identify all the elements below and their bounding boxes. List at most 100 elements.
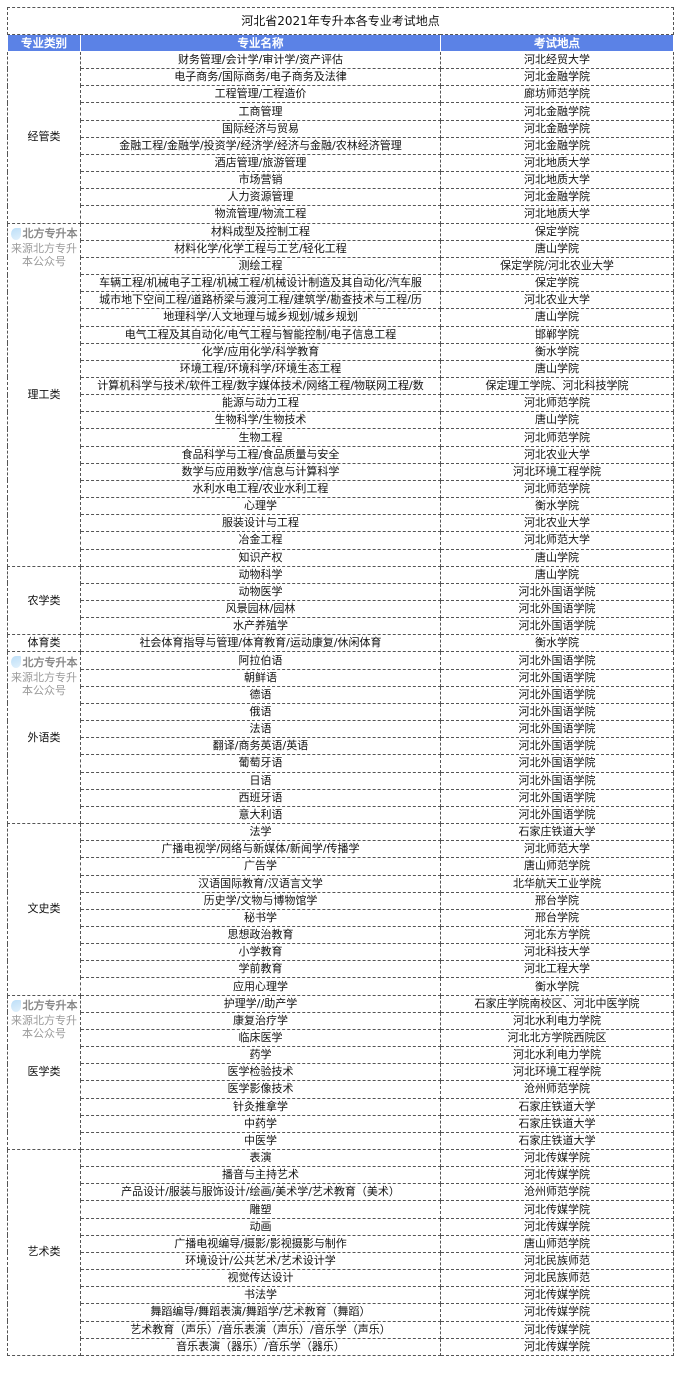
location-cell: 唐山学院 xyxy=(440,411,674,430)
location-cell: 保定学院/河北农业大学 xyxy=(440,256,674,276)
location-cell: 北华航天工业学院 xyxy=(440,874,674,893)
table-row: 康复治疗学 河北水利电力学院 xyxy=(8,1011,674,1030)
location-cell: 河北经贸大学 xyxy=(440,50,674,70)
major-cell: 电子商务/国际商务/电子商务及法律 xyxy=(80,68,441,87)
location-cell: 河北外国语学院 xyxy=(440,788,674,807)
location-cell: 唐山学院 xyxy=(440,308,674,327)
location-cell: 唐山学院 xyxy=(440,359,674,378)
location-cell: 唐山学院 xyxy=(440,239,674,258)
major-cell: 人力资源管理 xyxy=(80,188,441,207)
table-row: 翻译/商务英语/英语 河北外国语学院 xyxy=(8,737,674,756)
location-cell: 河北外国语学院 xyxy=(440,720,674,739)
watermark-source: 来源北方专升本公众号 xyxy=(11,242,77,269)
table-row: 物流管理/物流工程 河北地质大学 xyxy=(8,205,674,224)
major-cell: 日语 xyxy=(80,771,441,790)
major-cell: 舞蹈编导/舞蹈表演/舞蹈学/艺术教育（舞蹈） xyxy=(80,1303,441,1322)
table-row: 临床医学 河北北方学院西院区 xyxy=(8,1028,674,1048)
table-row: 视觉传达设计 河北民族师范 xyxy=(8,1269,674,1288)
table-row: 德语 河北外国语学院 xyxy=(8,685,674,704)
title-row: 河北省2021年专升本各专业考试地点 xyxy=(7,7,674,35)
location-cell: 河北外国语学院 xyxy=(440,805,674,825)
major-cell: 测绘工程 xyxy=(80,256,441,276)
location-cell: 衡水学院 xyxy=(440,342,674,361)
table-row: 意大利语 河北外国语学院 xyxy=(8,805,674,825)
table-row: 学前教育 河北工程大学 xyxy=(8,960,674,979)
table-row: 经管类 财务管理/会计学/审计学/资产评估 河北经贸大学 xyxy=(7,50,674,224)
location-cell: 河北金融学院 xyxy=(440,136,674,155)
table-row: 测绘工程 保定学院/河北农业大学 xyxy=(8,256,674,276)
location-cell: 河北外国语学院 xyxy=(440,737,674,756)
table-row: 车辆工程/机械电子工程/机械工程/机械设计制造及其自动化/汽车服 保定学院 xyxy=(8,274,674,293)
location-cell: 河北金融学院 xyxy=(440,119,674,138)
major-cell: 金融工程/金融学/投资学/经济学/经济与金融/农林经济管理 xyxy=(80,136,441,155)
location-cell: 河北地质大学 xyxy=(440,171,674,190)
location-cell: 河北北方学院西院区 xyxy=(440,1028,674,1048)
major-cell: 意大利语 xyxy=(80,805,441,825)
location-cell: 河北师范学院 xyxy=(440,428,674,447)
major-cell: 广播电视学/网络与新媒体/新闻学/传播学 xyxy=(80,840,441,859)
table-row: 艺术教育（声乐）/音乐表演（声乐）/音乐学（声乐） 河北传媒学院 xyxy=(8,1320,674,1339)
location-cell: 河北农业大学 xyxy=(440,514,674,533)
table-row: 人力资源管理 河北金融学院 xyxy=(8,188,674,207)
location-cell: 衡水学院 xyxy=(440,497,674,516)
major-cell: 雕塑 xyxy=(80,1200,441,1219)
table-row: 俄语 河北外国语学院 xyxy=(8,702,674,722)
table-row: 知识产权 唐山学院 xyxy=(8,548,674,567)
table-row: 电子商务/国际商务/电子商务及法律 河北金融学院 xyxy=(8,68,674,87)
location-cell: 河北传媒学院 xyxy=(440,1166,674,1185)
table-row: 电气工程及其自动化/电气工程与智能控制/电子信息工程 邯郸学院 xyxy=(8,325,674,344)
major-cell: 服装设计与工程 xyxy=(80,514,441,533)
major-cell: 工商管理 xyxy=(80,102,441,121)
major-cell: 汉语国际教育/汉语言文学 xyxy=(80,874,441,893)
major-cell: 广告学 xyxy=(80,857,441,876)
table-row: 生物工程 河北师范学院 xyxy=(8,428,674,447)
location-cell: 邢台学院 xyxy=(440,908,674,927)
major-cell: 药学 xyxy=(80,1046,441,1065)
major-cell: 市场营销 xyxy=(80,171,441,190)
major-cell: 环境设计/公共艺术/艺术设计学 xyxy=(80,1251,441,1271)
table-row: 食品科学与工程/食品质量与安全 河北农业大学 xyxy=(8,445,674,464)
table-row: 服装设计与工程 河北农业大学 xyxy=(8,514,674,533)
major-cell: 广播电视编导/摄影/影视摄影与制作 xyxy=(80,1234,441,1253)
major-cell: 酒店管理/旅游管理 xyxy=(80,153,441,173)
major-cell: 产品设计/服装与服饰设计/绘画/美术学/艺术教育（美术） xyxy=(80,1183,441,1202)
location-cell: 河北师范大学 xyxy=(440,531,674,550)
major-cell: 材料化学/化学工程与工艺/轻化工程 xyxy=(80,239,441,258)
location-cell: 唐山师范学院 xyxy=(440,857,674,876)
table-row: 应用心理学 衡水学院 xyxy=(8,977,674,996)
major-cell: 水产养殖学 xyxy=(80,617,441,636)
major-cell: 中医学 xyxy=(80,1131,441,1151)
category-cell: 体育类 xyxy=(7,634,81,653)
table-row: 医学影像技术 沧州师范学院 xyxy=(8,1080,674,1099)
location-cell: 河北水利电力学院 xyxy=(440,1011,674,1030)
location-cell: 河北外国语学院 xyxy=(440,668,674,687)
table-row: 中药学 石家庄铁道大学 xyxy=(8,1114,674,1133)
table-row: 秘书学 邢台学院 xyxy=(8,908,674,927)
watermark-logo-icon xyxy=(10,999,21,1012)
header-category: 专业类别 xyxy=(7,34,81,52)
major-cell: 葡萄牙语 xyxy=(80,754,441,773)
table-row: 水利水电工程/农业水利工程 河北师范学院 xyxy=(8,479,674,499)
major-cell: 化学/应用化学/科学教育 xyxy=(80,342,441,361)
location-cell: 河北传媒学院 xyxy=(440,1200,674,1219)
location-cell: 河北外国语学院 xyxy=(440,651,674,670)
location-cell: 河北民族师范 xyxy=(440,1251,674,1271)
table-row: 环境设计/公共艺术/艺术设计学 河北民族师范 xyxy=(8,1251,674,1271)
location-cell: 河北传媒学院 xyxy=(440,1320,674,1339)
major-cell: 播音与主持艺术 xyxy=(80,1166,441,1185)
major-cell: 朝鲜语 xyxy=(80,668,441,687)
major-cell: 视觉传达设计 xyxy=(80,1269,441,1288)
watermark-brand: 北方专升本 xyxy=(22,655,78,669)
major-cell: 车辆工程/机械电子工程/机械工程/机械设计制造及其自动化/汽车服 xyxy=(80,274,441,293)
table-row: 日语 河北外国语学院 xyxy=(8,771,674,790)
location-cell: 河北水利电力学院 xyxy=(440,1046,674,1065)
location-cell: 河北传媒学院 xyxy=(440,1217,674,1236)
major-cell: 思想政治教育 xyxy=(80,925,441,945)
location-cell: 河北师范学院 xyxy=(440,394,674,413)
major-cell: 动画 xyxy=(80,1217,441,1236)
header-row: 专业类别 专业名称 考试地点 xyxy=(7,34,674,52)
table-row: 工程管理/工程造价 廊坊师范学院 xyxy=(8,85,674,104)
table-row: 外语类 北方专升本 来源北方专升本公众号 阿拉伯语 河北外国语学院 xyxy=(7,651,674,825)
category-cell: 农学类 xyxy=(7,565,81,636)
major-cell: 环境工程/环境科学/环境生态工程 xyxy=(80,359,441,378)
